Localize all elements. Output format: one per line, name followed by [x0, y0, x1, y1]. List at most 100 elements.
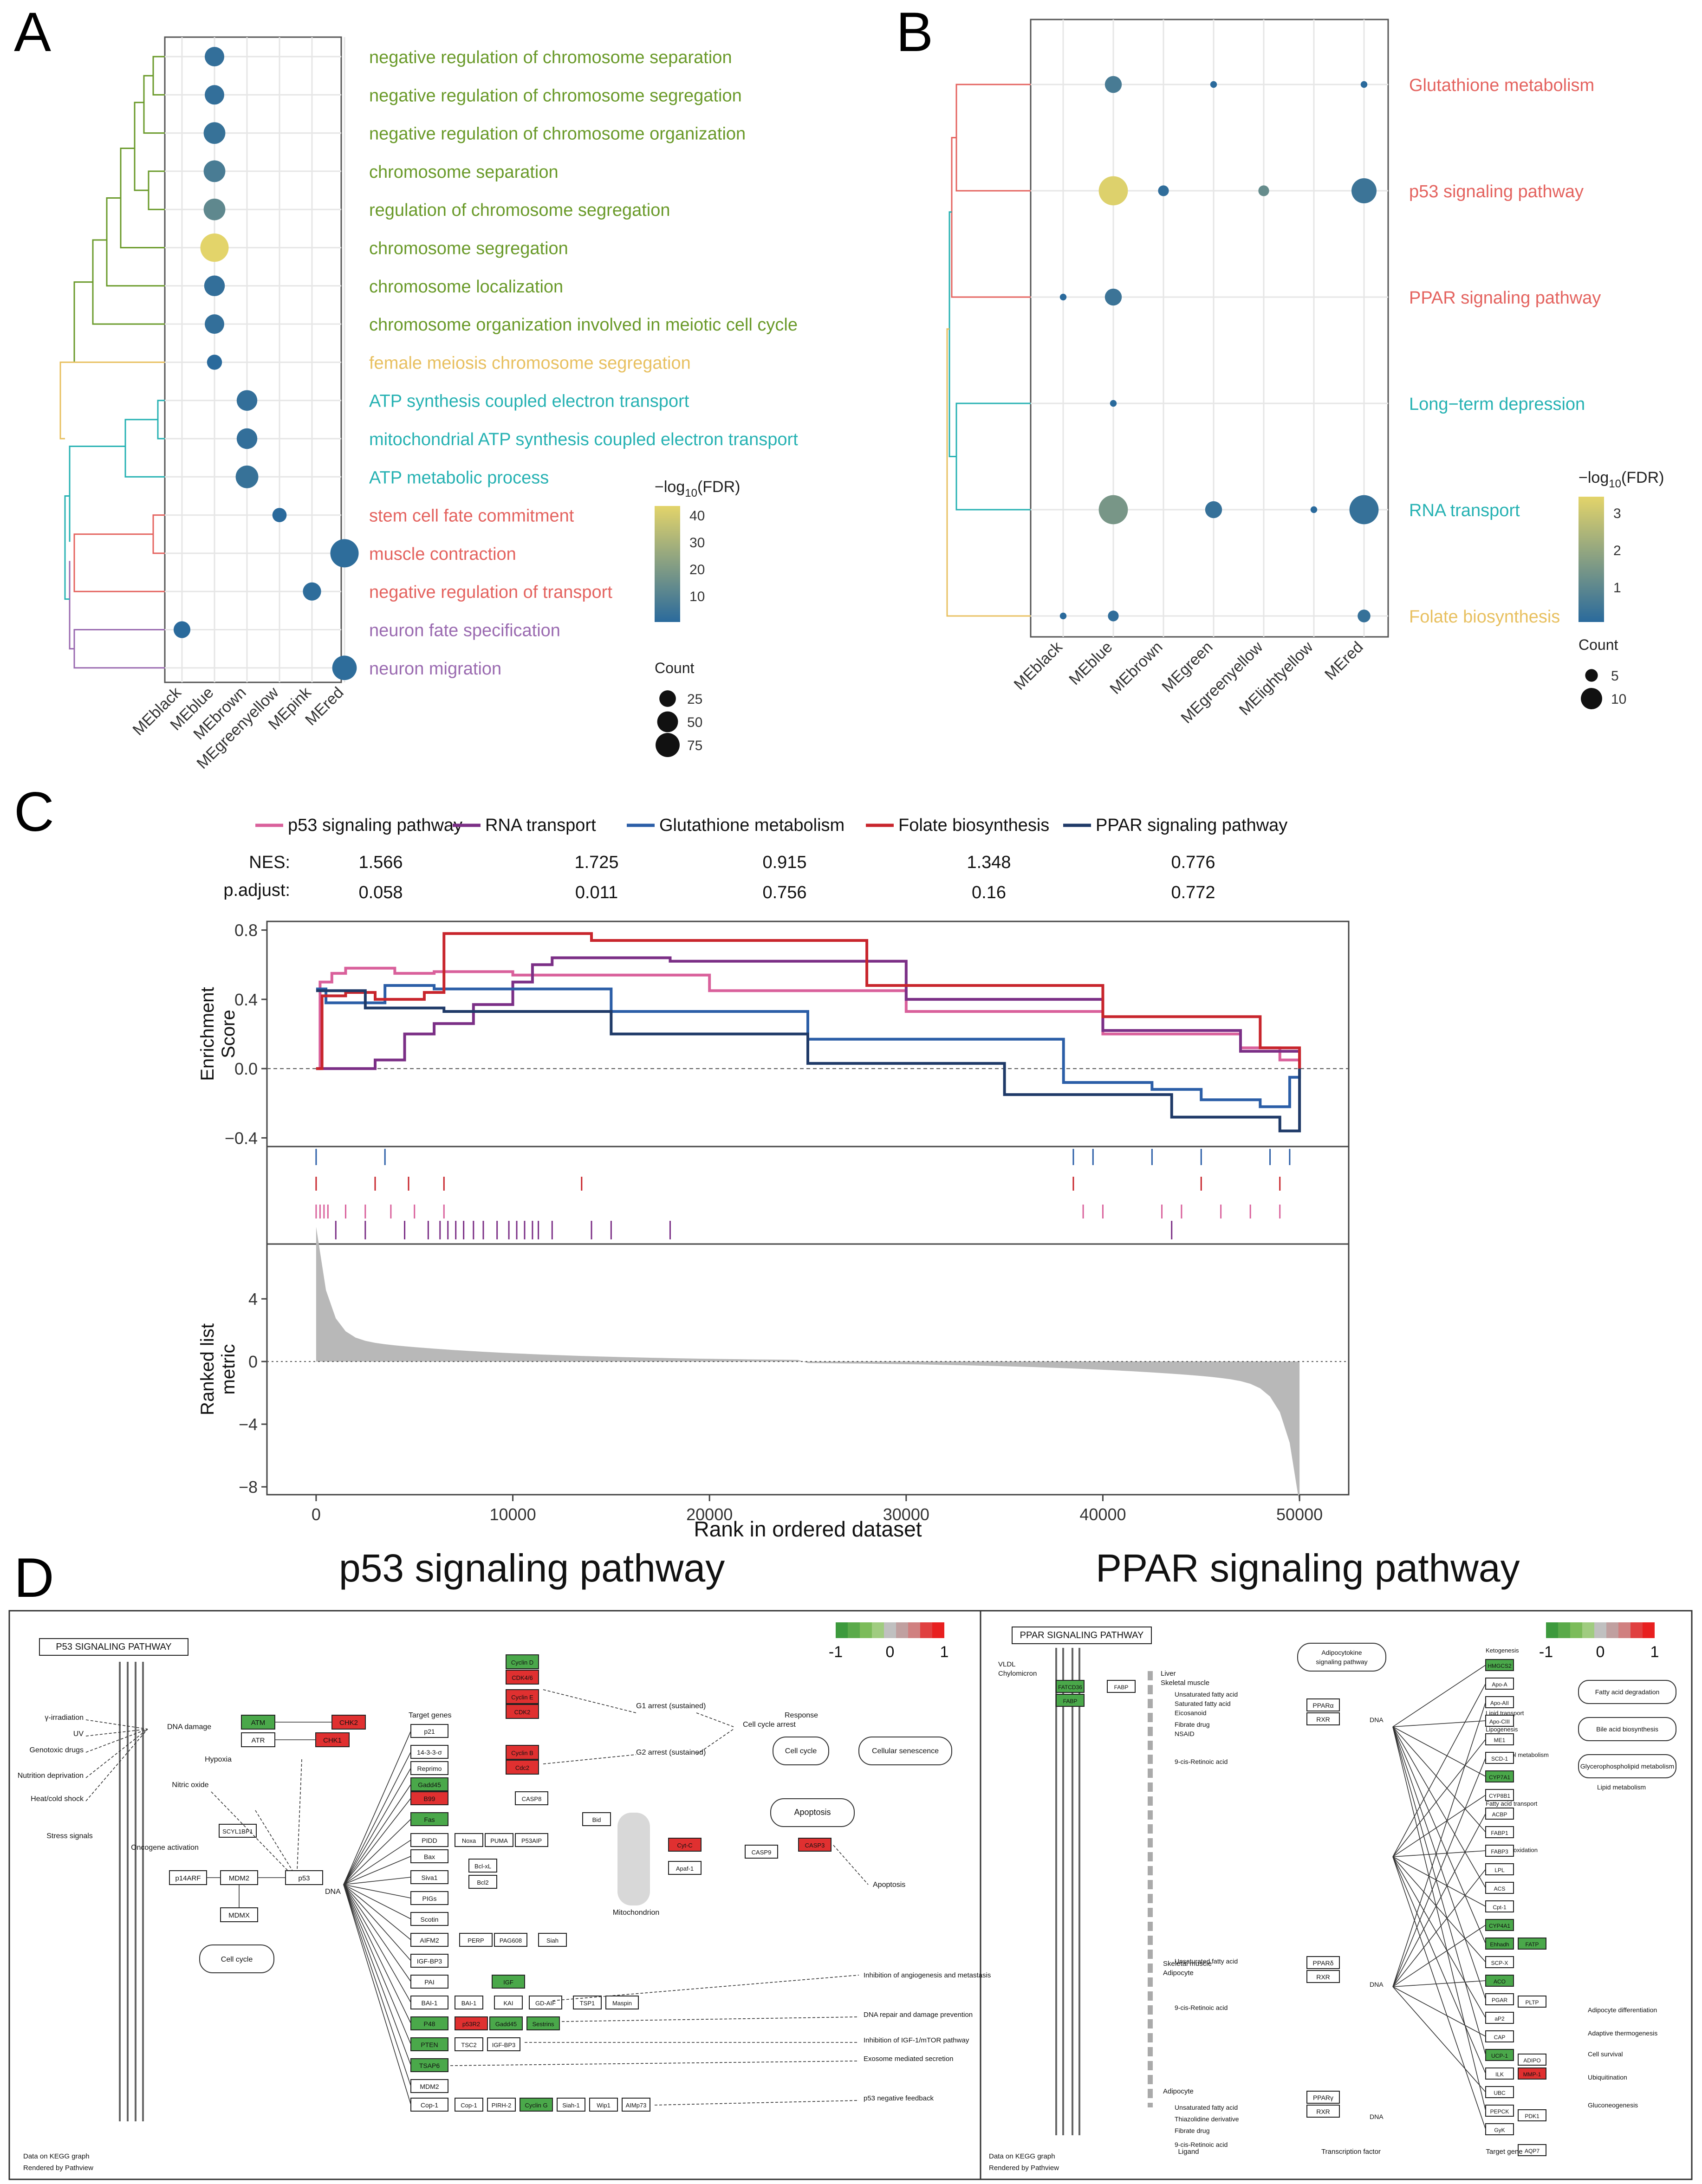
lipid-label: Fibrate drug — [1175, 1721, 1209, 1728]
padj-value: 0.772 — [1171, 883, 1215, 902]
gene-label: PEPCK — [1490, 2108, 1509, 2115]
gene-label: Fas — [424, 1816, 435, 1823]
dot-point — [1310, 506, 1318, 513]
dendrogram-branch — [157, 400, 165, 440]
gene-label: FATP — [1525, 1941, 1539, 1948]
gene-label: CYP7A1 — [1489, 1774, 1510, 1781]
gene-label: 14-3-3-σ — [417, 1749, 442, 1756]
lipid-label: Unsaturated fatty acid — [1175, 1691, 1238, 1698]
gene-label: Cyt-C — [677, 1842, 692, 1849]
gene-MDMX — [220, 1907, 258, 1922]
pathway-edge — [543, 1754, 637, 1764]
term-label: Folate biosynthesis — [1409, 607, 1560, 627]
gene-label: TSAP6 — [419, 2062, 440, 2069]
gene-label: PPARγ — [1313, 2094, 1333, 2101]
gene-ATM — [241, 1715, 275, 1730]
pathway-edge — [343, 1884, 411, 1919]
outcome-senescence-box — [858, 1737, 952, 1765]
lipid-label: 9-cis-Retinoic acid — [1175, 1758, 1228, 1765]
colorbar-cell — [932, 1622, 944, 1638]
target-gene — [538, 1933, 567, 1947]
colorbar-cell — [1594, 1622, 1606, 1638]
ppar-outcome: Fatty acid degradation — [1595, 1688, 1660, 1696]
gene-label: FABP — [1114, 1684, 1129, 1691]
target-gene — [455, 1833, 483, 1847]
dot-point — [205, 314, 224, 334]
pathway-edge — [543, 1689, 637, 1713]
dendrogram-branch — [148, 170, 165, 210]
es-curve — [316, 956, 1301, 1070]
target-gene — [506, 1689, 539, 1704]
pathway-edge — [85, 1719, 148, 1730]
module-tick-label: MEblack — [1011, 638, 1066, 693]
dot-point — [1358, 609, 1371, 622]
gene-label: KAI — [504, 2000, 513, 2007]
color-legend-title: −log10(FDR) — [655, 478, 740, 499]
ppar-target-gene — [1485, 1826, 1514, 1838]
gene-RXRg — [1306, 2105, 1340, 2118]
pathway-edge — [1392, 1726, 1486, 2055]
padj-value: 0.058 — [358, 883, 403, 902]
pathway-edge — [561, 2016, 859, 2022]
color-legend-tick: 10 — [689, 589, 705, 604]
target-gene — [506, 1670, 539, 1685]
kegg-frame-left — [8, 1610, 981, 2180]
target-gene — [410, 2037, 448, 2051]
outcome-mitochondrion: Mitochondrion — [613, 1909, 660, 1917]
size-legend-label: 50 — [687, 715, 702, 730]
gene-p53 — [285, 1870, 323, 1885]
colorbar-cell — [848, 1622, 860, 1638]
gene-label: PPARδ — [1313, 1959, 1334, 1967]
footer-left-1: Data on KEGG graph — [23, 2152, 90, 2160]
es-curve — [316, 989, 1301, 1133]
lipoprotein-label: VLDL — [998, 1660, 1016, 1668]
node-dna: DNA — [325, 1888, 341, 1896]
term-label: negative regulation of chromosome organi… — [369, 124, 746, 144]
ppar-outcome-box — [1578, 1717, 1676, 1741]
target-gene — [455, 2016, 488, 2030]
size-legend-title: Count — [1579, 636, 1618, 653]
gene-label: Siva1 — [421, 1874, 437, 1881]
outcome-g1: G1 arrest (sustained) — [636, 1702, 706, 1710]
target-gene — [410, 1761, 448, 1775]
response-header: Response — [785, 1711, 818, 1719]
pathway-edge — [343, 1768, 411, 1885]
module-tick-label: MEblue — [1065, 638, 1116, 688]
gene-label: Apaf-1 — [676, 1865, 694, 1872]
pathway-edge — [343, 1884, 411, 1940]
gene-label: ATM — [251, 1719, 266, 1727]
term-label: negative regulation of chromosome separa… — [369, 48, 732, 67]
dot-point — [1059, 293, 1067, 301]
gene-label: PIGs — [422, 1895, 436, 1902]
colorbar-cell — [1618, 1622, 1631, 1638]
size-legend-title: Count — [655, 660, 695, 676]
term-label: muscle contraction — [369, 544, 516, 564]
dot-point — [205, 85, 224, 105]
gene-PPARg — [1306, 2091, 1340, 2104]
pathway-edge — [1392, 1925, 1486, 1987]
dot-point — [1108, 610, 1119, 622]
dot-point — [203, 198, 226, 220]
target-gene — [410, 1891, 448, 1905]
lipid-label: Unsaturated fatty acid — [1175, 1957, 1238, 1965]
dot-point — [205, 47, 224, 66]
pathway-edge — [343, 1877, 411, 1885]
color-legend-tick: 2 — [1613, 543, 1621, 558]
gene-label: CHK2 — [339, 1719, 358, 1727]
lipid-label: 9-cis-Retinoic acid — [1175, 2141, 1228, 2148]
x-tick-label: 40000 — [1079, 1505, 1126, 1524]
es-axis-label: Enrichment — [197, 987, 218, 1081]
dendrogram-branch — [143, 75, 165, 134]
ppar-adipocyte-diff: Adipocyte differentiation — [1588, 2006, 1657, 2014]
gene-label: Cop-1 — [421, 2101, 438, 2109]
ppar-lipid-metabolism: Lipid metabolism — [1597, 1783, 1646, 1791]
gene-label: PPARα — [1312, 1702, 1333, 1709]
colorbar-tick: 0 — [1596, 1643, 1605, 1661]
outcome-senescence: Cellular senescence — [872, 1747, 939, 1755]
lipid-label: Unsaturated fatty acid — [1175, 2104, 1238, 2111]
padj-row-label: p.adjust: — [223, 881, 290, 900]
legend-label: Folate biosynthesis — [898, 816, 1049, 835]
gene-label: Cyclin E — [511, 1694, 533, 1701]
ppar-target-gene — [1485, 1659, 1514, 1671]
pathway-edge — [1392, 1869, 1486, 1987]
